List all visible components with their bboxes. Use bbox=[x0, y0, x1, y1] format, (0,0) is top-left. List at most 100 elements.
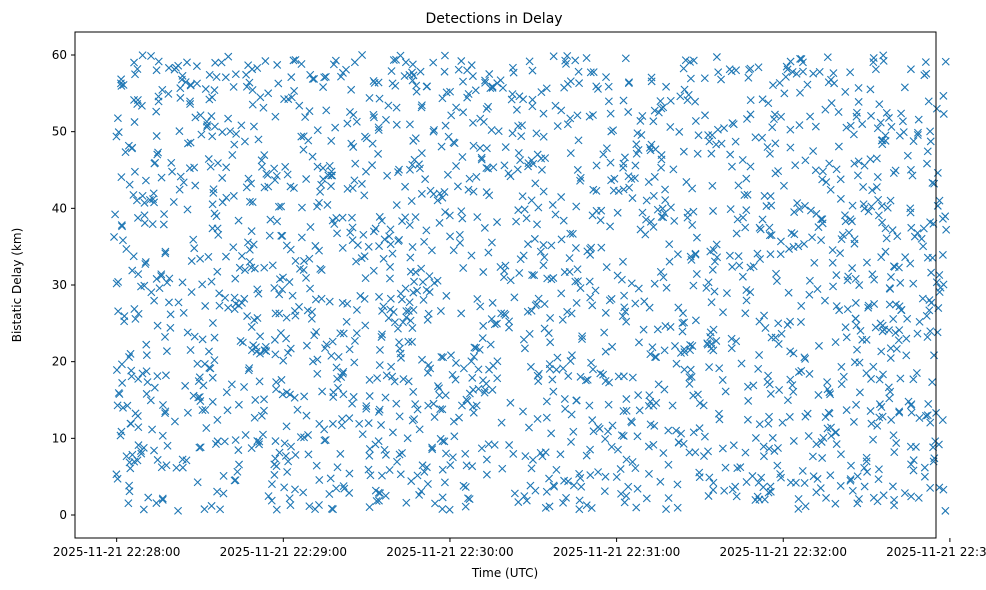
data-point bbox=[332, 214, 341, 222]
data-point bbox=[327, 136, 336, 145]
data-point bbox=[212, 73, 221, 82]
data-point bbox=[410, 277, 419, 286]
data-point bbox=[874, 195, 883, 204]
data-point bbox=[882, 234, 891, 243]
data-point bbox=[740, 191, 749, 200]
data-point bbox=[909, 279, 918, 288]
data-point bbox=[255, 349, 264, 358]
data-point bbox=[583, 375, 592, 384]
data-point bbox=[205, 95, 214, 104]
data-point bbox=[482, 379, 491, 388]
data-point bbox=[794, 504, 803, 513]
data-point bbox=[749, 381, 758, 390]
data-point bbox=[829, 69, 838, 78]
data-point bbox=[890, 495, 899, 504]
data-point bbox=[620, 291, 629, 300]
data-point bbox=[376, 489, 385, 498]
data-point bbox=[785, 244, 793, 253]
data-point bbox=[256, 93, 265, 102]
data-point bbox=[302, 273, 311, 282]
data-point bbox=[243, 312, 252, 321]
data-point bbox=[364, 465, 373, 474]
data-point bbox=[848, 486, 857, 495]
data-point bbox=[524, 240, 532, 249]
data-point bbox=[213, 267, 222, 276]
data-point bbox=[327, 351, 336, 360]
data-point bbox=[742, 296, 751, 305]
data-point bbox=[586, 445, 595, 454]
data-point bbox=[556, 450, 565, 459]
data-point bbox=[449, 246, 458, 255]
data-point bbox=[192, 62, 201, 71]
data-point bbox=[381, 393, 390, 402]
data-point bbox=[477, 444, 486, 453]
data-point bbox=[691, 448, 700, 457]
data-point bbox=[114, 388, 123, 397]
data-point bbox=[386, 294, 395, 303]
data-point bbox=[407, 197, 416, 205]
data-point bbox=[559, 498, 568, 507]
data-point bbox=[906, 442, 915, 451]
data-point bbox=[789, 243, 798, 252]
data-point bbox=[111, 210, 120, 219]
data-point bbox=[910, 232, 919, 241]
data-point bbox=[560, 394, 569, 403]
data-point bbox=[386, 262, 395, 271]
data-point bbox=[393, 324, 402, 333]
data-point bbox=[859, 200, 868, 209]
data-point bbox=[654, 108, 663, 117]
data-point bbox=[586, 293, 595, 302]
data-point bbox=[624, 482, 633, 491]
data-point bbox=[606, 222, 615, 231]
data-point bbox=[544, 329, 553, 338]
data-point bbox=[132, 196, 141, 205]
data-point bbox=[194, 393, 203, 402]
data-point bbox=[848, 264, 857, 273]
data-point bbox=[336, 329, 345, 338]
data-point bbox=[756, 255, 765, 264]
data-point bbox=[536, 247, 545, 256]
data-point bbox=[406, 316, 415, 325]
data-point bbox=[417, 264, 426, 273]
data-point bbox=[892, 344, 901, 353]
data-point bbox=[425, 272, 434, 281]
data-point bbox=[575, 505, 584, 514]
data-point bbox=[374, 126, 383, 135]
data-point bbox=[592, 161, 601, 170]
data-point bbox=[304, 136, 313, 145]
data-point bbox=[229, 82, 238, 91]
data-point bbox=[283, 467, 292, 476]
data-point bbox=[886, 273, 895, 281]
data-point bbox=[277, 231, 286, 240]
data-point bbox=[498, 83, 507, 92]
data-point bbox=[149, 195, 158, 204]
data-point bbox=[870, 275, 879, 284]
data-point bbox=[361, 167, 370, 176]
data-point bbox=[720, 124, 729, 133]
data-point bbox=[659, 449, 668, 458]
data-point bbox=[247, 346, 256, 355]
data-point bbox=[709, 206, 718, 215]
data-point bbox=[389, 308, 398, 316]
data-point bbox=[348, 223, 357, 232]
data-point bbox=[287, 73, 296, 82]
data-point bbox=[819, 433, 828, 442]
data-point bbox=[589, 365, 597, 374]
data-point bbox=[154, 92, 163, 101]
data-point bbox=[163, 441, 172, 450]
data-point bbox=[738, 155, 747, 164]
data-point bbox=[879, 56, 888, 65]
data-point bbox=[875, 375, 884, 384]
data-point bbox=[270, 470, 279, 479]
data-point bbox=[196, 111, 205, 120]
data-point bbox=[686, 365, 695, 374]
data-point bbox=[305, 502, 314, 511]
data-point bbox=[333, 463, 342, 472]
data-point bbox=[392, 201, 401, 210]
data-point bbox=[856, 326, 865, 335]
data-point bbox=[900, 489, 909, 498]
data-point bbox=[141, 176, 150, 185]
data-point bbox=[423, 368, 432, 377]
data-point bbox=[800, 201, 809, 210]
data-point bbox=[574, 277, 582, 286]
